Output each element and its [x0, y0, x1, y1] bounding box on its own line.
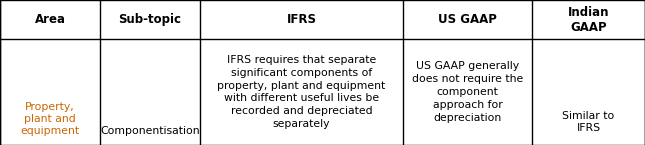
Text: IFRS: IFRS: [286, 13, 317, 26]
Text: Sub-topic: Sub-topic: [119, 13, 181, 26]
Text: Indian
GAAP: Indian GAAP: [568, 6, 610, 34]
Text: IFRS requires that separate
significant components of
property, plant and equipm: IFRS requires that separate significant …: [217, 55, 386, 129]
Text: US GAAP: US GAAP: [438, 13, 497, 26]
Text: Area: Area: [34, 13, 66, 26]
Text: Componentisation: Componentisation: [100, 126, 200, 135]
Text: Property,
plant and
equipment: Property, plant and equipment: [21, 102, 79, 136]
Text: Similar to
IFRS: Similar to IFRS: [562, 111, 615, 133]
Text: US GAAP generally
does not require the
component
approach for
depreciation: US GAAP generally does not require the c…: [412, 61, 523, 123]
